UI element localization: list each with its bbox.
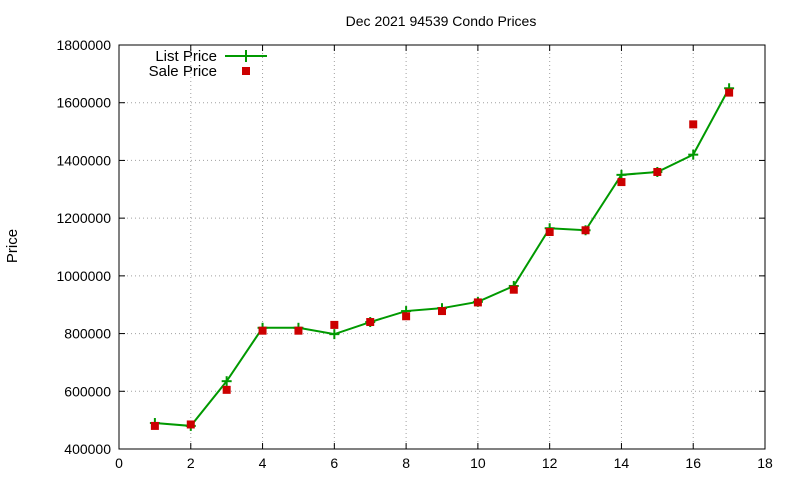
sale-price-point [366,318,375,327]
plot-frame [118,44,766,450]
sale-price-point [509,285,518,294]
sale-price-point [402,312,411,321]
x-tick-label: 8 [402,455,410,471]
legend: List Price Sale Price [149,48,267,80]
sale-price-point [150,421,159,430]
sale-price-point [689,120,698,129]
sale-price-point [581,226,590,235]
sale-price-point [617,178,626,187]
y-tick-label: 400000 [64,441,111,457]
legend-marker-list-price [240,50,252,62]
legend-label-sale-price: Sale Price [149,63,217,80]
x-tick-label: 4 [259,455,267,471]
x-tick-label: 10 [470,455,486,471]
y-tick-label: 1600000 [56,95,111,111]
x-tick-label: 6 [330,455,338,471]
list-price-line [154,87,730,427]
list-price-point [329,329,340,340]
data-series [149,83,735,431]
sale-price-point [258,326,267,335]
y-tick-label: 1800000 [56,37,111,53]
sale-price-point [725,88,734,97]
x-tick-label: 0 [115,455,123,471]
sale-price-point [545,227,554,236]
sale-price-point [653,167,662,176]
y-axis-label: Price [4,229,21,263]
axis-ticks: 0 2 4 6 8 10 12 14 16 18 400000 600000 800000 1000000… [56,37,773,471]
y-tick-label: 600000 [64,383,111,399]
sale-price-point [330,320,339,329]
x-tick-label: 16 [685,455,701,471]
sale-price-point [186,420,195,429]
sale-price-point [473,298,482,307]
sale-price-point [222,385,231,394]
sale-price-point [294,326,303,335]
x-tick-label: 14 [614,455,630,471]
grid-lines [119,45,765,449]
x-tick-label: 18 [757,455,773,471]
y-tick-label: 800000 [64,326,111,342]
list-price-point [221,376,232,387]
legend-label-list-price: List Price [155,48,217,65]
chart-title: Dec 2021 94539 Condo Prices [346,13,537,29]
y-tick-label: 1000000 [56,268,111,284]
legend-marker-sale-price [242,67,250,75]
y-tick-label: 1400000 [56,152,111,168]
x-tick-label: 2 [187,455,195,471]
x-tick-label: 12 [542,455,558,471]
list-price-point [688,149,699,160]
y-tick-label: 1200000 [56,210,111,226]
sale-price-point [438,307,446,316]
